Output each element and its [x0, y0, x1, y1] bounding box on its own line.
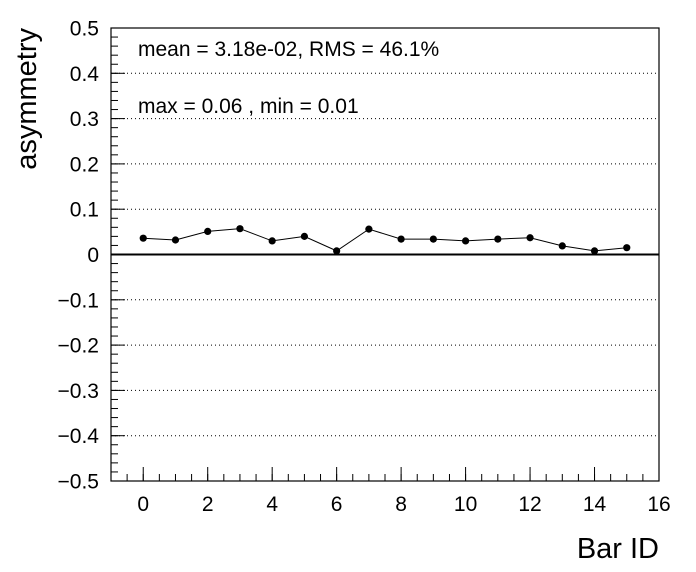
y-tick-label: 0 [87, 244, 99, 267]
annotation-max-min: max = 0.06 , min = 0.01 [138, 95, 359, 118]
data-point [590, 247, 599, 255]
series-line [143, 228, 627, 252]
data-point [300, 232, 309, 240]
y-tick-label: −0.2 [58, 335, 99, 358]
x-tick-label: 8 [395, 493, 407, 516]
x-tick-label: 10 [454, 493, 477, 516]
data-point [204, 227, 212, 235]
x-axis-title: Bar ID [577, 533, 659, 565]
data-point [623, 244, 631, 252]
y-tick-label: 0.5 [70, 18, 99, 41]
x-tick-label: 16 [647, 493, 670, 516]
data-point [397, 235, 405, 243]
y-tick-label: 0.4 [70, 63, 100, 86]
x-tick-label: 14 [583, 493, 607, 516]
grid [111, 72, 659, 437]
y-tick-label: 0.3 [70, 108, 99, 131]
x-tick-labels: 0 2 4 6 8 10 12 14 16 [137, 493, 670, 516]
data-point [171, 236, 180, 244]
y-tick-label: −0.5 [58, 471, 99, 494]
y-tick-label: 0.2 [70, 153, 99, 176]
data-point [268, 237, 276, 245]
x-tick-label: 12 [518, 493, 541, 516]
x-tick-label: 0 [137, 493, 149, 516]
y-tick-labels: −0.5 −0.4 −0.3 −0.2 −0.1 0 0.1 0.2 0.3 0.4 0.5 [58, 18, 100, 494]
data-point [365, 225, 373, 233]
data-point [558, 242, 566, 250]
x-tick-label: 4 [266, 493, 278, 516]
data-point [236, 225, 244, 233]
data-point [494, 235, 502, 243]
y-tick-label: −0.1 [58, 289, 99, 312]
annotation-mean-rms: mean = 3.18e-02, RMS = 46.1% [138, 38, 439, 61]
y-tick-label: 0.1 [70, 199, 99, 222]
data-point [333, 247, 341, 255]
data-point [526, 234, 534, 242]
x-tick-label: 6 [331, 493, 343, 516]
data-point [429, 235, 437, 243]
x-tick-label: 2 [202, 493, 214, 516]
y-axis-title: asymmetry [11, 28, 43, 170]
y-tick-label: −0.3 [58, 380, 99, 403]
data-point [461, 237, 470, 245]
data-point [139, 234, 147, 242]
data-points [139, 225, 631, 255]
y-tick-label: −0.4 [58, 425, 100, 448]
